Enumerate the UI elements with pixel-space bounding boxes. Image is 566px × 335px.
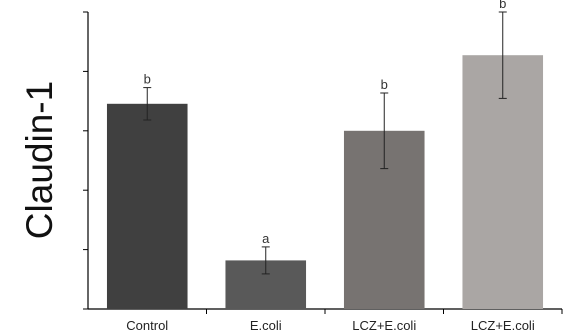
bars: [106, 55, 544, 310]
y-axis-title: Claudin-1: [19, 81, 60, 239]
significance-label: a: [262, 231, 270, 246]
significance-label: b: [381, 77, 388, 92]
x-tick-label: LCZ+E.coli: [352, 318, 416, 333]
x-tick-labels: Control E.coli LCZ+E.coli LCZ+E.coli: [126, 318, 535, 333]
significance-label: b: [144, 72, 151, 87]
significance-labels: b a b b: [144, 0, 507, 246]
error-bars: [143, 11, 507, 275]
x-tick-label: E.coli: [250, 318, 282, 333]
significance-label: b: [499, 0, 506, 11]
bar: [106, 103, 188, 309]
x-tick-label: LCZ+E.coli: [471, 318, 535, 333]
x-tick-label: Control: [126, 318, 168, 333]
